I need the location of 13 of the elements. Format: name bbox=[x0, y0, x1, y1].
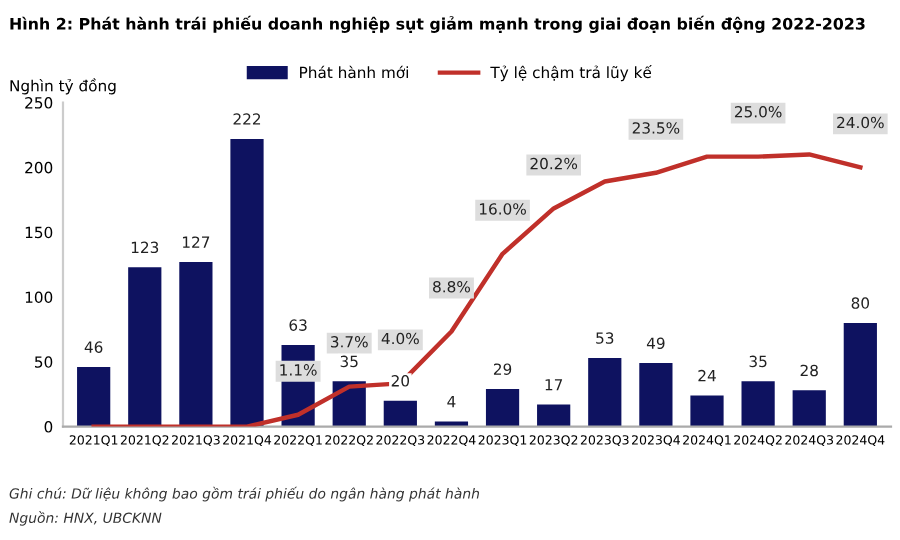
bar bbox=[383, 400, 417, 427]
bar bbox=[690, 395, 724, 427]
bar bbox=[741, 381, 775, 427]
bar bbox=[230, 138, 264, 427]
bar bbox=[485, 389, 520, 427]
bar bbox=[843, 322, 877, 427]
bar bbox=[588, 357, 622, 427]
bar bbox=[792, 390, 826, 427]
bar bbox=[179, 262, 213, 427]
bar bbox=[128, 267, 162, 427]
bar bbox=[639, 363, 673, 427]
bar bbox=[77, 366, 111, 427]
bar bbox=[537, 404, 571, 427]
